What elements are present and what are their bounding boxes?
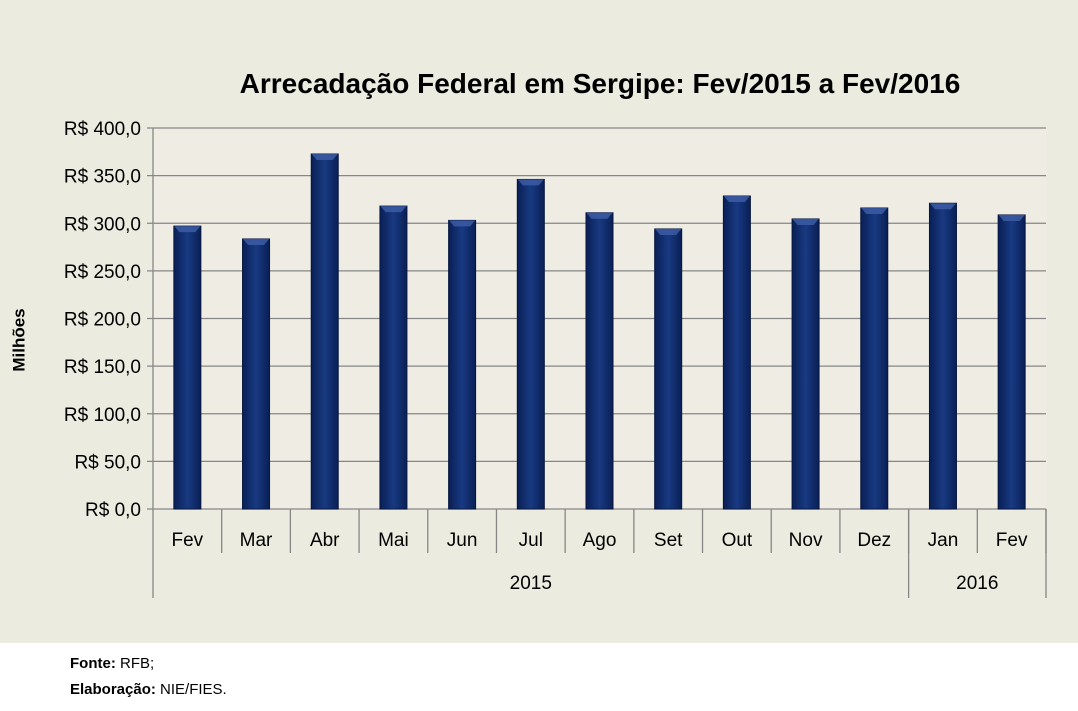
bar-bevel [998, 214, 1025, 221]
bar [585, 212, 614, 510]
bar-bevel [311, 154, 338, 161]
x-tick-label: Nov [789, 530, 823, 551]
bar [516, 178, 545, 510]
bar [242, 238, 271, 510]
elab-label: Elaboração: [70, 681, 156, 698]
bar [448, 219, 477, 510]
bar-bevel [792, 218, 819, 225]
y-tick-label: R$ 250,0 [64, 262, 141, 283]
x-tick-label: Mar [240, 530, 273, 551]
y-tick-label: R$ 150,0 [64, 357, 141, 378]
x-tick-label: Set [654, 530, 683, 551]
bar [654, 228, 683, 510]
x-tick-label: Abr [310, 530, 340, 551]
x-group-label: 2016 [956, 573, 998, 594]
bar-bevel [655, 228, 682, 235]
bar-bevel [861, 208, 888, 215]
x-tick-label: Out [722, 530, 753, 551]
bar-bevel [380, 206, 407, 213]
bar [722, 195, 751, 510]
y-tick-label: R$ 300,0 [64, 214, 141, 235]
chart-area: Arrecadação Federal em Sergipe: Fev/2015… [0, 0, 1078, 643]
x-tick-label: Jun [447, 530, 478, 551]
fonte-value: RFB; [120, 655, 155, 672]
bar-bevel [243, 238, 270, 245]
y-tick-label: R$ 0,0 [85, 500, 141, 521]
plot: R$ 0,0 R$ 50,0 R$ 100,0 R$ 150,0 R$ 200,0 R$ … [64, 119, 1047, 598]
fonte-label: Fonte: [70, 655, 116, 672]
source-note: Fonte: RFB; Elaboração: NIE/FIES. [70, 651, 227, 703]
y-tick-label: R$ 100,0 [64, 405, 141, 426]
x-tick-label: Mai [378, 530, 409, 551]
x-group-label: 2015 [510, 573, 552, 594]
x-tick-label: Ago [583, 530, 617, 551]
bar [173, 225, 202, 510]
x-tick-label: Fev [172, 530, 204, 551]
chart-title: Arrecadação Federal em Sergipe: Fev/2015… [239, 68, 961, 99]
bar [310, 153, 339, 510]
bar [997, 214, 1026, 510]
bar [860, 207, 889, 510]
x-tick-label: Fev [996, 530, 1028, 551]
bar [791, 218, 820, 510]
bar-bevel [586, 212, 613, 219]
bar [928, 202, 957, 510]
x-tick-label: Jan [928, 530, 959, 551]
y-tick-label: R$ 350,0 [64, 167, 141, 188]
bar-bevel [723, 196, 750, 203]
x-tick-label: Jul [519, 530, 543, 551]
bar-bevel [517, 179, 544, 186]
x-tick-label: Dez [857, 530, 891, 551]
bar-bevel [174, 226, 201, 233]
bar-bevel [449, 220, 476, 227]
y-tick-label: R$ 50,0 [74, 452, 141, 473]
bar-bevel [929, 203, 956, 210]
elab-value: NIE/FIES. [160, 681, 227, 698]
y-tick-label: R$ 200,0 [64, 310, 141, 331]
y-tick-label: R$ 400,0 [64, 119, 141, 140]
bar [379, 205, 408, 510]
